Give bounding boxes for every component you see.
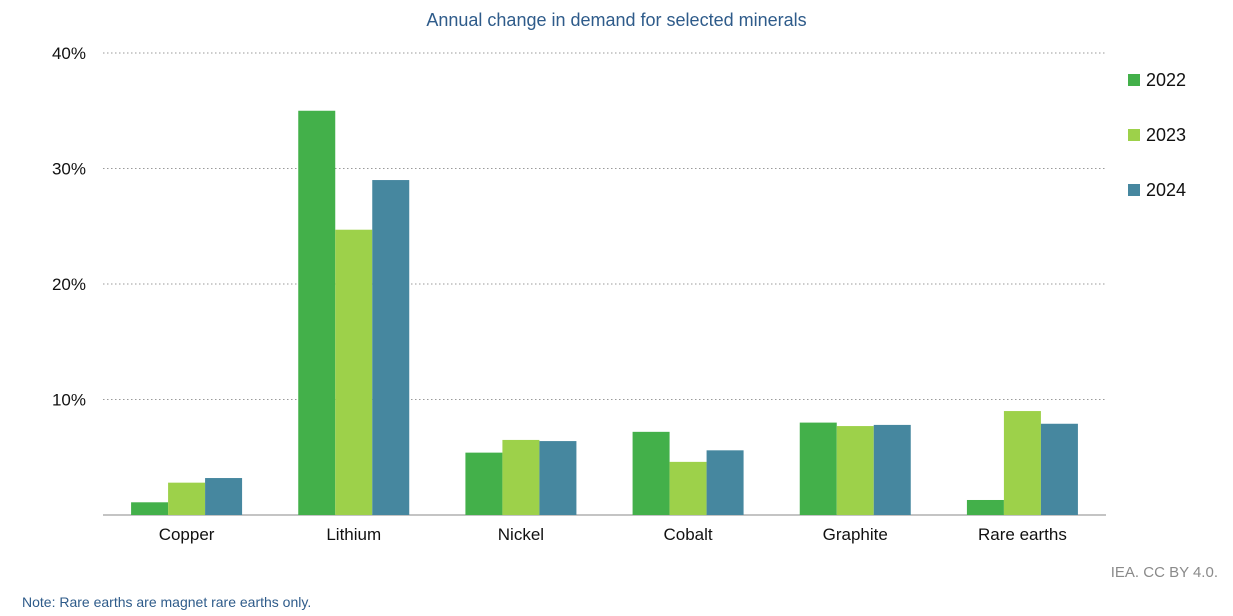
bar [465, 452, 503, 515]
y-tick-label: 40% [52, 44, 86, 63]
x-tick-label: Nickel [498, 525, 544, 544]
bar [502, 439, 540, 515]
legend-swatch [1128, 184, 1140, 196]
y-tick-label: 20% [52, 275, 86, 294]
chart-title: Annual change in demand for selected min… [426, 10, 807, 30]
x-tick-label: Graphite [823, 525, 888, 544]
bar [205, 478, 243, 515]
y-tick-label: 10% [52, 391, 86, 410]
bar [1003, 411, 1041, 515]
legend-swatch [1128, 129, 1140, 141]
bar [131, 502, 169, 515]
bar [335, 229, 373, 515]
bar [706, 450, 744, 515]
bar [1040, 423, 1078, 515]
x-tick-label: Copper [159, 525, 215, 544]
bar [539, 441, 577, 515]
y-tick-label: 30% [52, 160, 86, 179]
credit-text: IEA. CC BY 4.0. [1110, 564, 1218, 581]
bar [372, 180, 410, 516]
bar [168, 482, 206, 515]
x-tick-label: Cobalt [664, 525, 713, 544]
legend-swatch [1128, 74, 1140, 86]
bar [799, 422, 837, 515]
bar [873, 424, 911, 515]
legend-label: 2024 [1146, 180, 1186, 200]
bar [298, 110, 336, 515]
bar [836, 426, 874, 515]
legend-label: 2022 [1146, 70, 1186, 90]
bar [966, 499, 1004, 515]
x-tick-label: Rare earths [978, 525, 1067, 544]
bar [632, 431, 670, 515]
x-tick-label: Lithium [326, 525, 381, 544]
legend-label: 2023 [1146, 125, 1186, 145]
chart-note: Note: Rare earths are magnet rare earths… [22, 594, 312, 610]
bar [669, 461, 707, 515]
